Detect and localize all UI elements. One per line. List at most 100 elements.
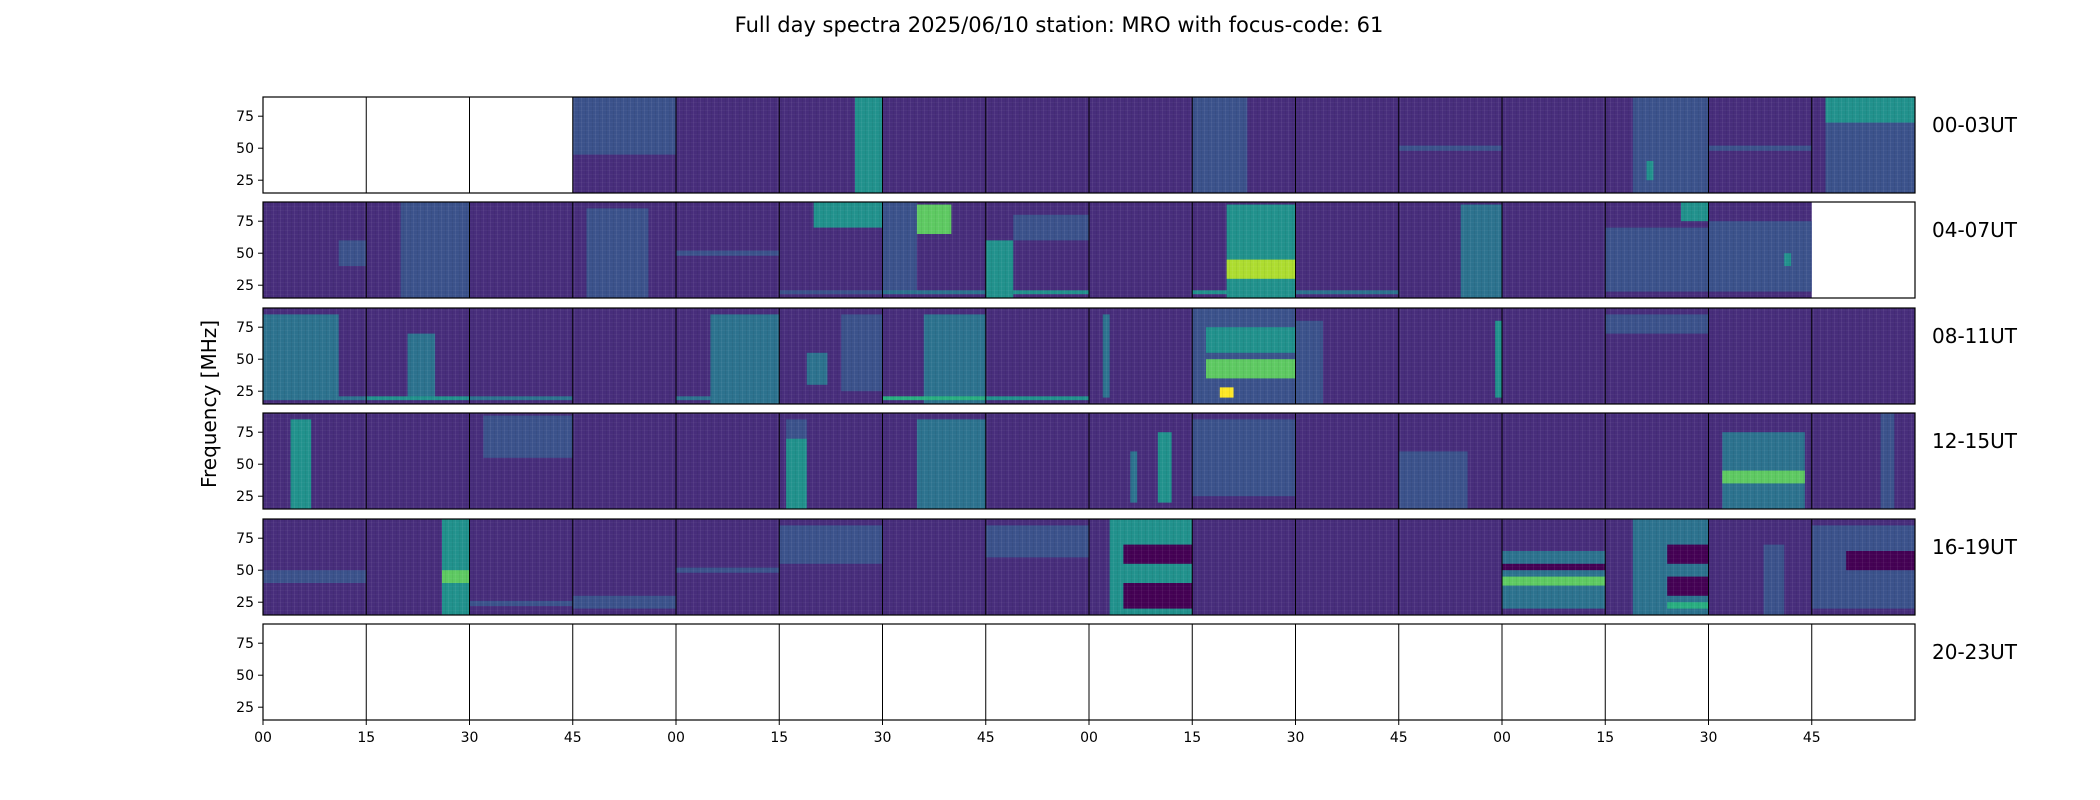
panel-background (263, 624, 367, 720)
spectrum-panel (263, 308, 367, 404)
spectrum-panel (985, 202, 1089, 298)
spectrum-panel (882, 624, 986, 720)
spectrum-panel (572, 413, 676, 509)
spectra-row-12-15UT: 75 50 25 12-15UT (236, 412, 2018, 510)
spectrum-panel (1398, 202, 1502, 298)
panel-background (469, 97, 573, 193)
panel-texture (1708, 413, 1812, 509)
panel-texture (1192, 202, 1296, 298)
panel-texture (1295, 308, 1399, 404)
spectrum-panel (1191, 413, 1296, 509)
spectrum-panel (1088, 413, 1193, 509)
spectrum-panel (572, 202, 676, 298)
panel-texture (1089, 97, 1193, 193)
panel-texture (1502, 519, 1606, 615)
spectrum-panel (1088, 308, 1193, 404)
panel-texture (1192, 97, 1296, 193)
spectrum-panel (572, 519, 676, 615)
spectrum-panel (469, 519, 573, 615)
y-tick-label: 75 (236, 109, 254, 125)
x-tick-label: 45 (1390, 730, 1408, 746)
panel-background (779, 624, 883, 720)
panel-texture (1398, 413, 1502, 509)
spectrum-panel (778, 308, 883, 404)
x-tick-label: 15 (357, 730, 375, 746)
panel-background (469, 624, 573, 720)
y-tick-label: 25 (236, 595, 254, 611)
spectrum-panel (263, 97, 367, 193)
panel-texture (1398, 519, 1502, 615)
panel-texture (1398, 202, 1502, 298)
spectra-row-16-19UT: 75 50 25 16-19UT (236, 518, 2018, 616)
row-label: 08-11UT (1932, 324, 2018, 348)
spectrum-panel (365, 519, 470, 615)
panel-texture (676, 308, 780, 404)
spectrum-panel (1811, 519, 1915, 615)
spectrum-panel (1501, 624, 1606, 720)
spectrum-panel (1604, 202, 1709, 298)
panel-texture (779, 413, 883, 509)
spectrum-panel (1501, 202, 1606, 298)
panel-background (1295, 624, 1399, 720)
spectrum-panel (1811, 308, 1915, 404)
spectrum-panel (1604, 413, 1709, 509)
panel-texture (1398, 97, 1502, 193)
x-tick-label: 00 (1493, 730, 1511, 746)
panel-texture (1295, 413, 1399, 509)
spectrum-panel (675, 202, 780, 298)
spectrum-panel (1191, 308, 1296, 404)
y-tick-label: 50 (236, 457, 254, 473)
x-tick-label: 30 (461, 730, 479, 746)
panel-texture (1811, 519, 1915, 615)
panel-texture (985, 202, 1089, 298)
panel-texture (1708, 97, 1812, 193)
panel-texture (779, 97, 883, 193)
panel-texture (1089, 202, 1193, 298)
spectrum-panel (1708, 308, 1812, 404)
spectrum-panel (1295, 97, 1399, 193)
spectrum-panel (1088, 519, 1193, 615)
panel-background (676, 624, 780, 720)
y-tick-label: 75 (236, 531, 254, 547)
panel-texture (1502, 97, 1606, 193)
y-tick-label: 50 (236, 352, 254, 368)
panel-texture (882, 413, 986, 509)
y-tick-label: 50 (236, 563, 254, 579)
spectrum-panel (1708, 413, 1812, 509)
row-frame (262, 96, 1916, 194)
spectrum-panel (1501, 97, 1606, 193)
spectrum-panel (1191, 202, 1296, 298)
spectra-row-20-23UT: 75 50 25 20-23UT (236, 623, 2018, 721)
spectrum-panel (1604, 97, 1709, 193)
panel-background (1192, 624, 1296, 720)
spectrum-panel (1191, 97, 1296, 193)
panel-texture (985, 308, 1089, 404)
chart-title: Full day spectra 2025/06/10 station: MRO… (735, 13, 1384, 37)
panel-texture (1295, 202, 1399, 298)
spectrum-panel (675, 413, 780, 509)
x-tick-label: 15 (770, 730, 788, 746)
spectrum-panel (778, 202, 883, 298)
panel-texture (1089, 519, 1193, 615)
y-tick-label: 25 (236, 384, 254, 400)
row-frame (262, 518, 1916, 616)
spectrum-panel (778, 97, 883, 193)
spectra-row-08-11UT: 75 50 25 08-11UT (236, 307, 2018, 405)
panel-texture (1295, 97, 1399, 193)
panel-texture (1605, 308, 1709, 404)
row-label: 04-07UT (1932, 218, 2018, 242)
panel-texture (1605, 202, 1709, 298)
row-frame (262, 412, 1916, 510)
panel-texture (1089, 413, 1193, 509)
spectrum-panel (1191, 624, 1296, 720)
panel-texture (469, 202, 573, 298)
spectrum-panel (1295, 202, 1399, 298)
row-label: 16-19UT (1932, 535, 2018, 559)
panel-texture (1502, 202, 1606, 298)
panel-texture (1502, 308, 1606, 404)
panel-background (1089, 624, 1193, 720)
spectrum-panel (1398, 413, 1502, 509)
panel-texture (572, 202, 676, 298)
spectrum-panel (263, 202, 367, 298)
